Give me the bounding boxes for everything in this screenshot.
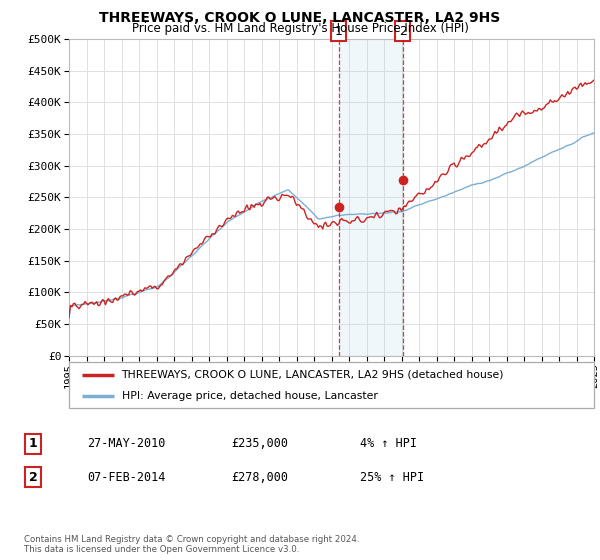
Text: THREEWAYS, CROOK O LUNE, LANCASTER, LA2 9HS: THREEWAYS, CROOK O LUNE, LANCASTER, LA2 … <box>100 11 500 25</box>
Text: Contains HM Land Registry data © Crown copyright and database right 2024.
This d: Contains HM Land Registry data © Crown c… <box>24 535 359 554</box>
Bar <box>338 39 403 356</box>
Text: £278,000: £278,000 <box>231 470 288 484</box>
Text: £235,000: £235,000 <box>231 437 288 450</box>
Text: THREEWAYS, CROOK O LUNE, LANCASTER, LA2 9HS (detached house): THREEWAYS, CROOK O LUNE, LANCASTER, LA2 … <box>121 370 504 380</box>
Text: 27-MAY-2010: 27-MAY-2010 <box>87 437 166 450</box>
Text: 1: 1 <box>29 437 37 450</box>
Text: HPI: Average price, detached house, Lancaster: HPI: Average price, detached house, Lanc… <box>121 391 377 401</box>
Text: 4% ↑ HPI: 4% ↑ HPI <box>360 437 417 450</box>
Text: 2: 2 <box>399 25 407 38</box>
Text: 25% ↑ HPI: 25% ↑ HPI <box>360 470 424 484</box>
Text: Price paid vs. HM Land Registry's House Price Index (HPI): Price paid vs. HM Land Registry's House … <box>131 22 469 35</box>
Text: 2: 2 <box>29 470 37 484</box>
Text: 1: 1 <box>335 25 343 38</box>
Text: 07-FEB-2014: 07-FEB-2014 <box>87 470 166 484</box>
